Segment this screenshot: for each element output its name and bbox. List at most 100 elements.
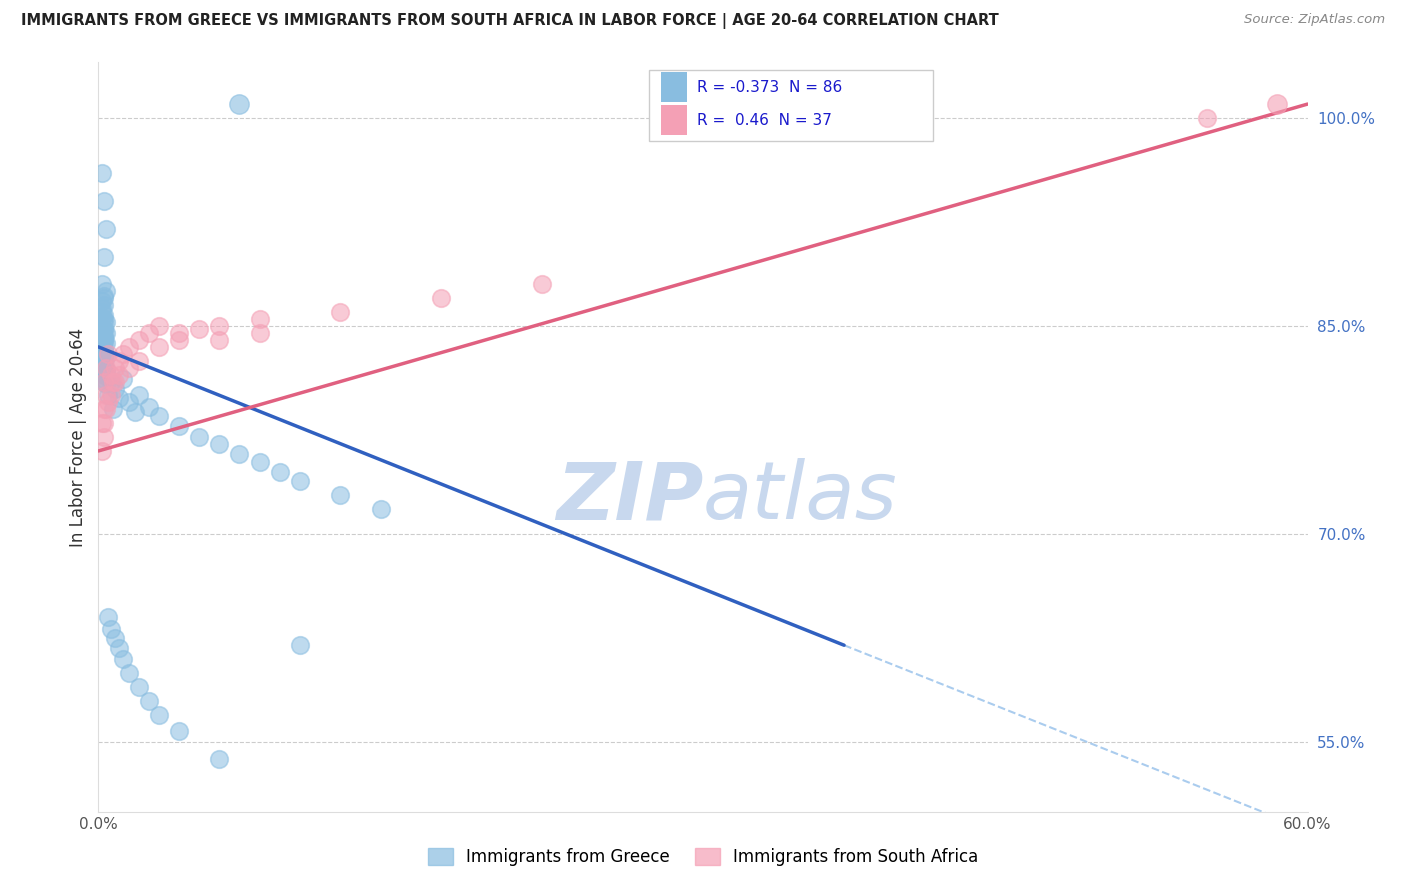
Point — [103, 632, 125, 646]
Point — [93, 430, 115, 444]
Legend: Immigrants from Greece, Immigrants from South Africa: Immigrants from Greece, Immigrants from … — [420, 841, 986, 873]
Point — [93, 288, 115, 302]
Point — [138, 400, 160, 414]
Point — [96, 350, 118, 364]
Point — [249, 455, 271, 469]
Point — [93, 312, 115, 326]
Point — [208, 333, 231, 347]
Point — [93, 328, 115, 343]
Point — [208, 752, 231, 766]
Point — [101, 375, 124, 389]
Point — [107, 640, 129, 655]
Point — [107, 353, 129, 368]
Point — [107, 391, 129, 405]
Point — [93, 375, 115, 389]
Point — [96, 402, 118, 417]
Point — [249, 326, 271, 340]
Text: ZIP: ZIP — [555, 458, 703, 536]
Point — [91, 338, 114, 352]
Point — [148, 409, 170, 424]
Point — [128, 353, 150, 368]
Point — [91, 277, 114, 292]
Point — [100, 368, 122, 382]
Point — [91, 301, 114, 315]
Point — [100, 388, 122, 402]
Point — [97, 347, 120, 361]
Text: R =  0.46  N = 37: R = 0.46 N = 37 — [697, 112, 832, 128]
Point — [167, 326, 190, 340]
Bar — [661, 105, 688, 135]
Point — [208, 437, 231, 451]
Text: Source: ZipAtlas.com: Source: ZipAtlas.com — [1244, 13, 1385, 27]
Point — [91, 166, 114, 180]
Point — [188, 430, 211, 444]
Point — [93, 250, 115, 264]
Point — [93, 351, 115, 365]
Point — [138, 694, 160, 708]
Point — [96, 222, 118, 236]
Point — [430, 291, 453, 305]
Point — [118, 360, 141, 375]
Point — [96, 377, 118, 392]
Point — [93, 335, 115, 350]
Point — [288, 475, 311, 489]
Point — [91, 328, 114, 343]
Point — [93, 416, 115, 430]
Point — [93, 291, 115, 305]
Point — [93, 344, 115, 359]
Point — [96, 388, 118, 402]
Point — [93, 372, 115, 386]
Y-axis label: In Labor Force | Age 20-64: In Labor Force | Age 20-64 — [69, 327, 87, 547]
Text: R = -0.373  N = 86: R = -0.373 N = 86 — [697, 79, 842, 95]
Point — [96, 326, 118, 340]
Point — [96, 360, 118, 375]
Point — [167, 333, 190, 347]
Point — [100, 375, 122, 389]
Point — [96, 368, 118, 382]
Point — [93, 360, 115, 375]
Bar — [661, 72, 688, 103]
Point — [97, 388, 120, 402]
Point — [93, 360, 115, 375]
Point — [93, 194, 115, 209]
Point — [148, 340, 170, 354]
Point — [370, 502, 392, 516]
Point — [91, 337, 114, 351]
Point — [188, 322, 211, 336]
Point — [96, 363, 118, 377]
Point — [93, 332, 115, 346]
Point — [93, 316, 115, 330]
Point — [128, 333, 150, 347]
Point — [111, 347, 134, 361]
Point — [93, 353, 115, 368]
Point — [101, 402, 124, 417]
Point — [128, 680, 150, 694]
Point — [530, 277, 553, 292]
Point — [111, 372, 134, 386]
Point — [93, 298, 115, 312]
Point — [91, 347, 114, 361]
Point — [118, 665, 141, 680]
Point — [96, 285, 118, 299]
Point — [91, 335, 114, 350]
Point — [93, 344, 115, 359]
Text: IMMIGRANTS FROM GREECE VS IMMIGRANTS FROM SOUTH AFRICA IN LABOR FORCE | AGE 20-6: IMMIGRANTS FROM GREECE VS IMMIGRANTS FRO… — [21, 13, 998, 29]
Point — [228, 447, 250, 461]
Point — [93, 322, 115, 336]
Point — [93, 375, 115, 389]
Point — [93, 308, 115, 322]
Point — [103, 375, 125, 389]
Point — [97, 395, 120, 409]
Point — [93, 330, 115, 344]
Point — [93, 343, 115, 357]
Point — [167, 419, 190, 434]
Point — [138, 326, 160, 340]
Point — [128, 388, 150, 402]
Point — [103, 360, 125, 375]
Point — [329, 305, 352, 319]
Point — [118, 340, 141, 354]
Point — [91, 326, 114, 340]
Text: atlas: atlas — [703, 458, 898, 536]
FancyBboxPatch shape — [648, 70, 932, 141]
Point — [91, 310, 114, 325]
